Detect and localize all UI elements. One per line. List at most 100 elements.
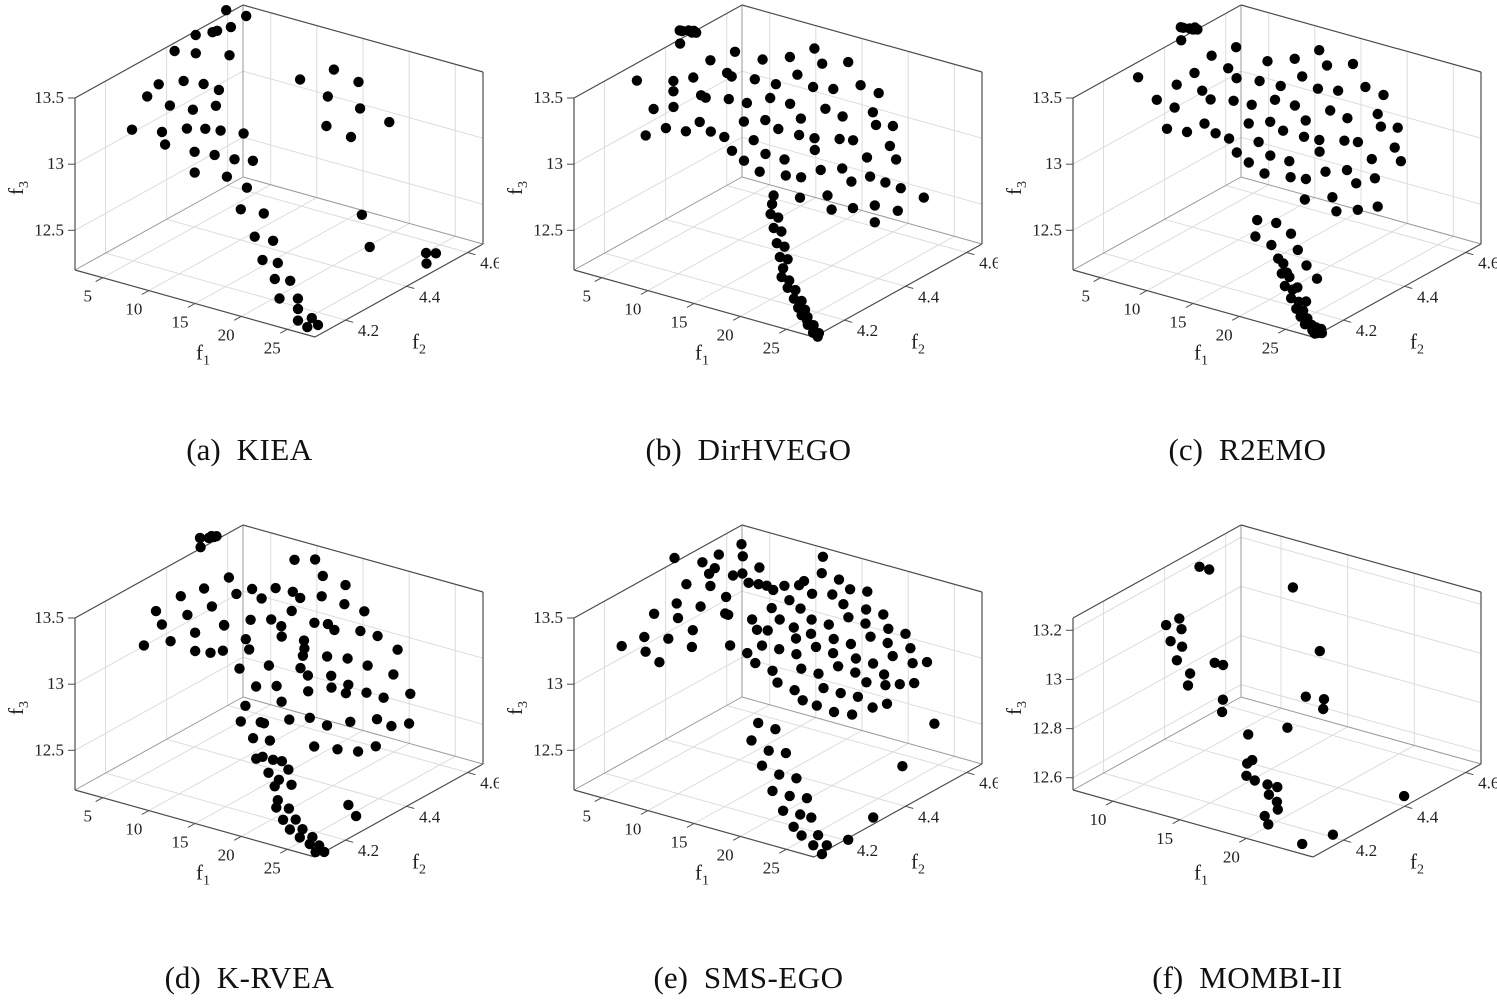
svg-text:4.6: 4.6 xyxy=(1478,253,1497,272)
svg-text:13.2: 13.2 xyxy=(1032,620,1062,639)
svg-text:4.2: 4.2 xyxy=(857,321,878,340)
svg-text:25: 25 xyxy=(1262,338,1279,357)
svg-text:20: 20 xyxy=(717,325,734,344)
svg-text:4.4: 4.4 xyxy=(1417,287,1439,306)
svg-text:f3: f3 xyxy=(503,701,531,715)
svg-text:13.5: 13.5 xyxy=(34,608,64,627)
caption-a: (a) KIEA xyxy=(0,430,499,520)
grid-lines xyxy=(573,532,983,850)
caption-e-name: SMS-EGO xyxy=(703,960,844,995)
svg-text:f3: f3 xyxy=(4,181,32,195)
panel-c-r2emo: 12.5 13 13.5 5 10 15 20 25 4.2 4.4 4.6 f1 f2 f3 xyxy=(998,0,1497,430)
svg-text:15: 15 xyxy=(1170,313,1187,332)
svg-text:f2: f2 xyxy=(911,850,925,878)
svg-text:5: 5 xyxy=(83,807,92,826)
svg-text:13.5: 13.5 xyxy=(533,608,563,627)
tick-labels: 12.5 13 13.5 5 10 15 20 25 4.2 4.4 4.6 xyxy=(533,608,998,877)
tick-labels: 12.5 13 13.5 5 10 15 20 25 4.2 4.4 4.6 xyxy=(34,88,499,357)
svg-text:10: 10 xyxy=(125,820,142,839)
svg-text:f2: f2 xyxy=(1410,330,1424,358)
svg-text:13.5: 13.5 xyxy=(533,88,563,107)
svg-text:4.6: 4.6 xyxy=(480,773,499,792)
svg-text:10: 10 xyxy=(624,300,641,319)
svg-text:f1: f1 xyxy=(695,861,709,889)
svg-text:4.6: 4.6 xyxy=(979,253,998,272)
svg-text:f1: f1 xyxy=(196,861,210,889)
svg-text:15: 15 xyxy=(671,313,688,332)
axes-box xyxy=(573,4,983,338)
grid-lines xyxy=(74,12,484,330)
axes-box xyxy=(1072,524,1482,858)
svg-text:12.8: 12.8 xyxy=(1032,719,1062,738)
svg-text:f2: f2 xyxy=(911,330,925,358)
svg-text:f1: f1 xyxy=(196,341,210,369)
caption-b: (b) DirHVEGO xyxy=(499,430,998,520)
scatter-points xyxy=(1160,561,1410,850)
panel-d-krvea: 12.5 13 13.5 5 10 15 20 25 4.2 4.4 4.6 f1 f2 f3 xyxy=(0,520,499,950)
tick-labels: 12.6 12.8 13 13.2 10 15 20 4.2 4.4 4.6 xyxy=(1032,620,1497,866)
svg-text:20: 20 xyxy=(1223,847,1240,866)
panel-f-mombi: 12.6 12.8 13 13.2 10 15 20 4.2 4.4 4.6 f1 f2 f3 xyxy=(998,520,1497,950)
caption-b-index: (b) xyxy=(645,432,682,467)
svg-text:10: 10 xyxy=(125,300,142,319)
svg-text:5: 5 xyxy=(83,287,92,306)
axes-walls xyxy=(1073,525,1481,857)
caption-e: (e) SMS-EGO xyxy=(499,950,998,1005)
svg-text:5: 5 xyxy=(582,807,591,826)
svg-text:13.5: 13.5 xyxy=(34,88,64,107)
svg-text:20: 20 xyxy=(717,845,734,864)
axes-box xyxy=(573,524,983,858)
svg-text:f1: f1 xyxy=(695,341,709,369)
svg-text:10: 10 xyxy=(624,820,641,839)
scatter-points xyxy=(1132,22,1407,339)
scatter3d-plot-d: 12.5 13 13.5 5 10 15 20 25 4.2 4.4 4.6 f1 f2 f3 xyxy=(4,524,499,889)
svg-text:20: 20 xyxy=(218,325,235,344)
svg-text:f3: f3 xyxy=(4,701,32,715)
svg-text:f2: f2 xyxy=(412,330,426,358)
scatter-points xyxy=(126,5,442,333)
caption-c: (c) R2EMO xyxy=(998,430,1497,520)
panel-a-kiea: 12.5 13 13.5 5 10 15 20 25 4.2 4.4 4.6 f1 f2 f3 xyxy=(0,0,499,430)
svg-text:12.5: 12.5 xyxy=(1032,220,1062,239)
svg-text:f1: f1 xyxy=(1194,341,1208,369)
svg-text:4.2: 4.2 xyxy=(1356,841,1377,860)
svg-text:f3: f3 xyxy=(503,181,531,195)
svg-text:10: 10 xyxy=(1123,300,1140,319)
svg-text:12.5: 12.5 xyxy=(533,740,563,759)
svg-text:4.4: 4.4 xyxy=(419,287,441,306)
caption-d-index: (d) xyxy=(164,960,201,995)
svg-text:13: 13 xyxy=(1045,669,1062,688)
svg-text:13: 13 xyxy=(1045,154,1062,173)
caption-a-index: (a) xyxy=(186,432,221,467)
svg-text:4.2: 4.2 xyxy=(857,841,878,860)
svg-text:4.4: 4.4 xyxy=(419,807,441,826)
caption-f-name: MOMBI-II xyxy=(1199,960,1343,995)
panel-b-dirhvego: 12.5 13 13.5 5 10 15 20 25 4.2 4.4 4.6 f1 f2 f3 xyxy=(499,0,998,430)
svg-text:13: 13 xyxy=(47,154,64,173)
scatter-points xyxy=(138,530,416,858)
svg-text:4.2: 4.2 xyxy=(358,841,379,860)
svg-text:f3: f3 xyxy=(1002,181,1030,195)
svg-text:f1: f1 xyxy=(1194,861,1208,889)
scatter3d-plot-f: 12.6 12.8 13 13.2 10 15 20 4.2 4.4 4.6 f1 f2 f3 xyxy=(1002,524,1497,889)
tick-labels: 12.5 13 13.5 5 10 15 20 25 4.2 4.4 4.6 xyxy=(533,88,998,357)
svg-text:f2: f2 xyxy=(412,850,426,878)
tick-labels: 12.5 13 13.5 5 10 15 20 25 4.2 4.4 4.6 xyxy=(34,608,499,877)
svg-text:15: 15 xyxy=(172,313,189,332)
svg-text:12.5: 12.5 xyxy=(533,220,563,239)
scatter-points xyxy=(631,25,929,342)
caption-a-name: KIEA xyxy=(236,432,313,467)
scatter-points xyxy=(616,539,940,860)
svg-text:4.4: 4.4 xyxy=(918,807,940,826)
caption-c-name: R2EMO xyxy=(1218,432,1327,467)
svg-text:25: 25 xyxy=(264,338,281,357)
caption-d: (d) K-RVEA xyxy=(0,950,499,1005)
caption-f-index: (f) xyxy=(1152,960,1184,995)
axes-box xyxy=(74,4,484,338)
caption-b-name: DirHVEGO xyxy=(697,432,852,467)
svg-text:5: 5 xyxy=(582,287,591,306)
svg-text:4.4: 4.4 xyxy=(918,287,940,306)
grid-lines xyxy=(573,12,983,330)
svg-text:25: 25 xyxy=(763,338,780,357)
